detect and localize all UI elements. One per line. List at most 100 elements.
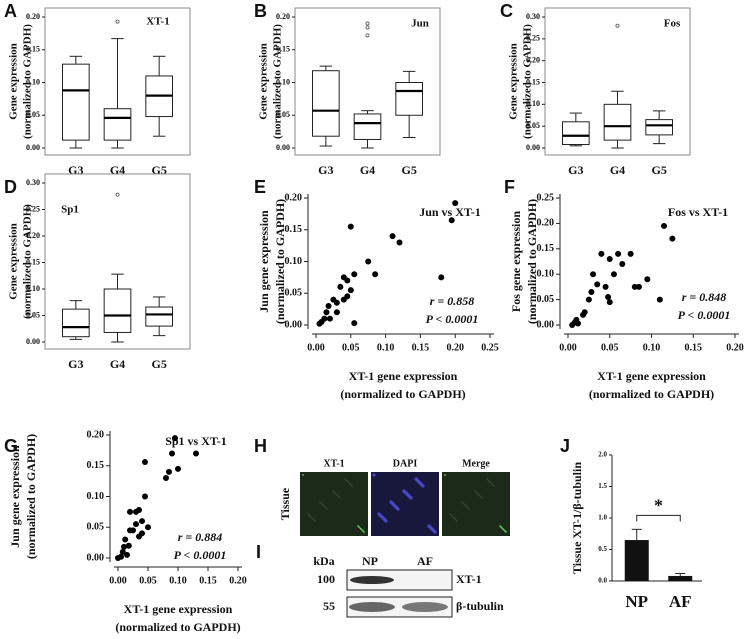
point xyxy=(669,235,676,242)
significance-bracket xyxy=(636,514,681,522)
y-tick-label: 0.15 xyxy=(26,45,40,54)
y-tick-label: 0.20 xyxy=(537,218,555,229)
y-tick-label: 0.20 xyxy=(26,12,40,21)
point xyxy=(575,320,582,327)
cell xyxy=(372,473,376,477)
panel-title: Jun xyxy=(411,18,429,30)
panel: J 0.0 0.5 1.0 1.5 2.0 Tissue XT-1/β-tubulin NP A… xyxy=(560,436,702,611)
point xyxy=(172,435,178,442)
panel-letter: B xyxy=(254,1,267,21)
panel: B 0.00 0.05 0.10 0.15 0.20 Gene expression (nor… xyxy=(254,1,441,177)
panel: D 0.00 0.05 0.10 0.15 0.20 0.25 0.30 Gene expres… xyxy=(4,173,191,371)
point xyxy=(351,320,358,327)
x-axis-label: (normalized to GAPDH) xyxy=(340,387,465,401)
y-tick-label: 0.00 xyxy=(526,143,540,152)
plot-frame xyxy=(544,7,691,156)
point xyxy=(193,450,199,457)
y-tick-label: 0.5 xyxy=(598,545,607,553)
point xyxy=(325,302,332,309)
x-tick-label: 0.05 xyxy=(342,342,360,353)
x-tick-label: 0.20 xyxy=(726,342,744,353)
y-tick-label: 0.15 xyxy=(87,460,105,471)
y-axis-label: Jun gene expression xyxy=(257,210,271,313)
y-axis-label: Tissue XT-1/β-tubulin xyxy=(570,462,584,574)
panel-letter: G xyxy=(4,436,18,456)
cell xyxy=(307,513,309,515)
panel-letter: A xyxy=(4,1,17,21)
point xyxy=(585,296,592,303)
annotation: r = 0.858 xyxy=(430,294,475,308)
y-axis-label: Jun gene expression xyxy=(8,445,22,548)
x-tick-label: 0.25 xyxy=(481,342,499,353)
point xyxy=(119,548,126,555)
cell xyxy=(444,474,446,476)
cell xyxy=(302,474,304,476)
panel-title: Fos vs XT-1 xyxy=(668,205,728,219)
point xyxy=(581,309,588,316)
y-tick-label: 0.10 xyxy=(26,284,40,293)
point xyxy=(365,258,372,265)
y-axis-label: Fos gene expression xyxy=(509,211,523,312)
y-tick-label: 0.15 xyxy=(26,257,40,266)
point xyxy=(610,271,617,278)
outlier xyxy=(365,33,370,38)
panel-letter: F xyxy=(504,177,515,197)
y-tick-label: 0.05 xyxy=(26,310,40,319)
y-tick-label: 0.00 xyxy=(537,319,555,330)
y-axis-label: (normalized to GAPDH) xyxy=(24,434,38,559)
cell xyxy=(499,525,501,527)
point xyxy=(121,543,127,550)
x-tick-label: 0.05 xyxy=(139,575,157,586)
y-axis-label: Gene expression xyxy=(8,223,20,300)
panel-title: Sp1 xyxy=(61,204,79,216)
annotation: P < 0.0001 xyxy=(174,548,227,562)
x-tick-label: G5 xyxy=(651,163,666,177)
blot-strip xyxy=(346,569,453,591)
x-tick-label: G4 xyxy=(110,163,125,177)
band-label: β-tubulin xyxy=(456,599,504,613)
point xyxy=(323,309,330,316)
x-tick-label: 0.00 xyxy=(307,342,325,353)
point xyxy=(590,271,597,278)
outlier xyxy=(115,19,120,24)
x-tick-label: G3 xyxy=(68,163,83,177)
cell xyxy=(344,478,346,480)
bar xyxy=(668,575,693,581)
y-tick-label: 0.20 xyxy=(285,192,303,203)
box xyxy=(62,308,90,338)
y-axis-label: Gene expression xyxy=(258,43,270,120)
panel-letter: H xyxy=(254,436,267,456)
panel-title: XT-1 xyxy=(146,16,169,28)
y-axis-label: (normalized to GAPDH) xyxy=(272,24,284,139)
y-tick-label: 0.10 xyxy=(276,77,290,86)
box xyxy=(145,306,173,327)
outlier xyxy=(365,21,370,26)
outlier xyxy=(115,192,120,197)
significance-label: * xyxy=(654,495,663,515)
y-tick-label: 0.15 xyxy=(526,77,540,86)
x-tick-label: 0.10 xyxy=(169,575,187,586)
y-tick-label: 0.15 xyxy=(285,224,303,235)
y-axis-label: (normalized to GAPDH) xyxy=(273,199,287,324)
panel-letter: I xyxy=(256,542,261,562)
bar xyxy=(624,540,649,581)
y-tick-label: 0.10 xyxy=(526,99,540,108)
cell xyxy=(427,524,431,528)
x-axis-label: XT-1 gene expression xyxy=(597,369,706,383)
panel-letter: E xyxy=(254,177,266,197)
point xyxy=(389,233,396,240)
y-tick-label: 0.20 xyxy=(276,12,290,21)
box xyxy=(353,113,382,140)
x-tick-label: NP xyxy=(625,592,648,611)
x-tick-label: G4 xyxy=(360,163,375,177)
cell xyxy=(449,513,451,515)
lane-label: NP xyxy=(362,554,378,568)
y-tick-label: 0.25 xyxy=(526,34,540,43)
point xyxy=(142,459,148,466)
y-tick-label: 0.15 xyxy=(276,45,290,54)
x-tick-label: G3 xyxy=(568,163,583,177)
y-tick-label: 1.0 xyxy=(598,514,607,522)
x-tick-label: G4 xyxy=(610,163,625,177)
